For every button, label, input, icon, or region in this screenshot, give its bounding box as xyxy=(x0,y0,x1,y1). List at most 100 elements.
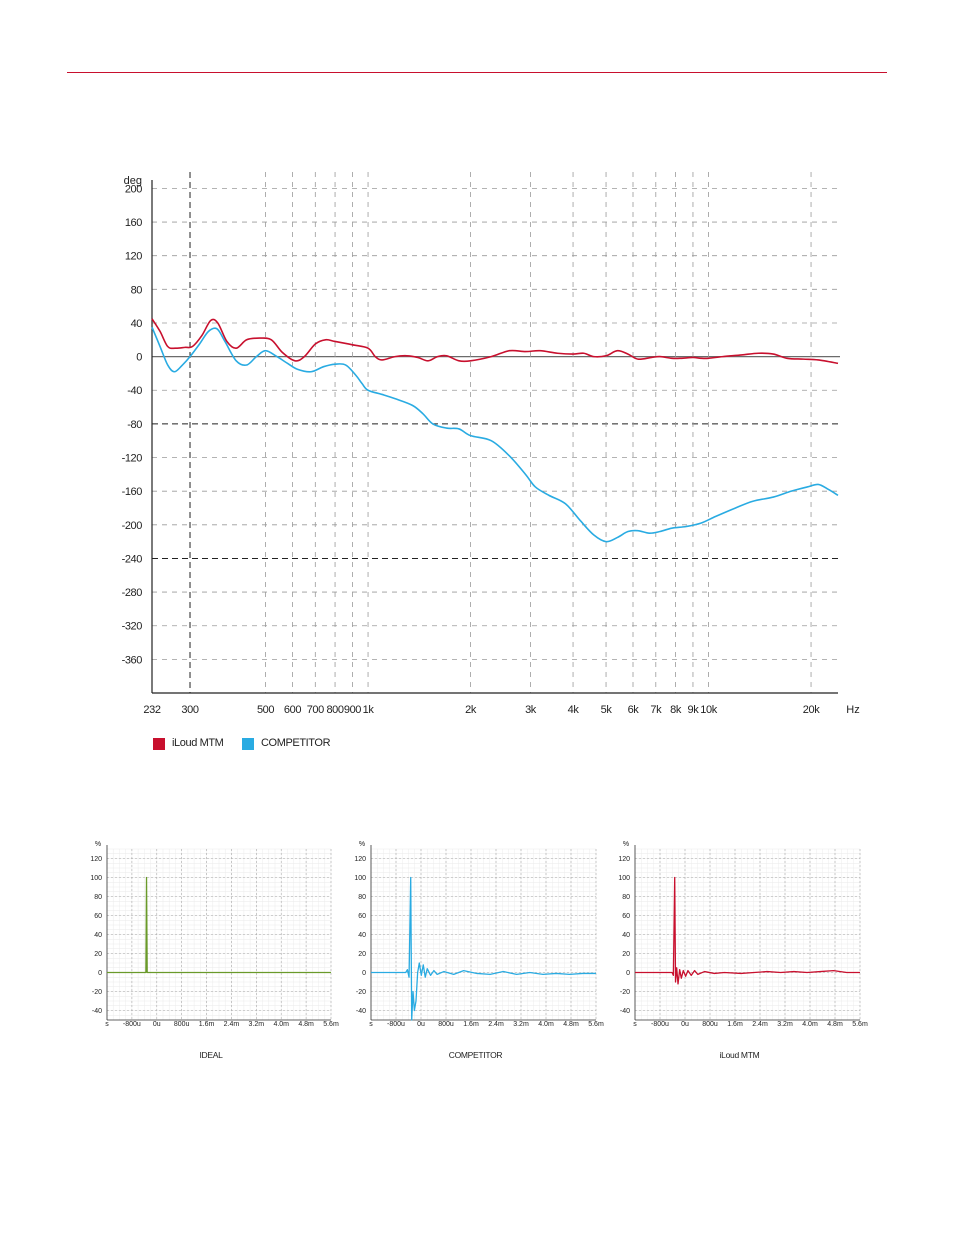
x-tick-label: 4.8m xyxy=(827,1021,843,1028)
x-tick-label: -800u xyxy=(387,1021,405,1028)
y-tick-label: -20 xyxy=(620,989,630,996)
y-tick-label: 40 xyxy=(358,932,366,939)
x-tick-label: 1.6m xyxy=(199,1021,215,1028)
y-tick-label: -280 xyxy=(122,587,143,599)
x-tick-label: 10k xyxy=(700,704,717,716)
x-tick-label: 4.8m xyxy=(563,1021,579,1028)
x-tick-label: 20k xyxy=(803,704,820,716)
y-tick-label: 0 xyxy=(136,352,142,364)
x-tick-label: 0u xyxy=(681,1021,689,1028)
y-tick-label: 40 xyxy=(94,932,102,939)
x-tick-label: 300 xyxy=(181,704,198,716)
x-tick-label: 4k xyxy=(568,704,580,716)
x-tick-label: 4.0m xyxy=(273,1021,289,1028)
y-tick-label: 120 xyxy=(618,856,630,863)
series-line-competitor xyxy=(151,326,839,543)
y-tick-label: -40 xyxy=(92,1008,102,1015)
x-tick-label: 5.6m xyxy=(323,1021,339,1028)
x-tick-label: 900 xyxy=(344,704,361,716)
y-tick-label: -20 xyxy=(356,989,366,996)
y-tick-label: -120 xyxy=(122,453,143,465)
y-tick-label: 60 xyxy=(94,913,102,920)
x-tick-label: 4.0m xyxy=(802,1021,818,1028)
x-tick-label: s xyxy=(105,1021,109,1028)
x-tick-label: 6k xyxy=(628,704,640,716)
y-unit-label: % xyxy=(623,841,629,848)
y-tick-label: 20 xyxy=(94,951,102,958)
y-tick-label: -320 xyxy=(122,621,143,633)
x-tick-label: 2.4m xyxy=(752,1021,768,1028)
y-tick-label: 0 xyxy=(98,970,102,977)
y-tick-label: 100 xyxy=(354,875,366,882)
y-tick-label: 160 xyxy=(125,217,142,229)
legend-label-competitor: COMPETITOR xyxy=(261,737,331,749)
x-tick-label: 800u xyxy=(438,1021,454,1028)
y-tick-label: -40 xyxy=(127,385,142,397)
y-tick-label: -160 xyxy=(122,486,143,498)
y-tick-label: 120 xyxy=(125,251,142,263)
y-tick-label: 80 xyxy=(622,894,630,901)
y-unit-label: deg xyxy=(124,175,142,187)
y-tick-label: 60 xyxy=(622,913,630,920)
y-tick-label: 200 xyxy=(125,183,142,195)
x-tick-label: -800u xyxy=(123,1021,141,1028)
x-tick-label: 800u xyxy=(174,1021,190,1028)
y-tick-label: -20 xyxy=(92,989,102,996)
x-tick-label: s xyxy=(369,1021,373,1028)
x-tick-label: 3.2m xyxy=(777,1021,793,1028)
y-tick-label: 0 xyxy=(626,970,630,977)
x-tick-label: 9k xyxy=(688,704,700,716)
x-tick-label: 0u xyxy=(417,1021,425,1028)
y-tick-label: -200 xyxy=(122,520,143,532)
x-tick-label: 7k xyxy=(650,704,662,716)
impulse-series-line-ideal xyxy=(107,876,331,974)
x-tick-label: 232 xyxy=(143,704,160,716)
x-tick-label: 3.2m xyxy=(513,1021,529,1028)
x-tick-label: 4.0m xyxy=(538,1021,554,1028)
y-tick-label: -40 xyxy=(620,1008,630,1015)
y-tick-label: -240 xyxy=(122,553,143,565)
legend-swatch-iloud xyxy=(153,738,165,750)
x-tick-label: 600 xyxy=(284,704,301,716)
y-tick-label: 120 xyxy=(354,856,366,863)
y-unit-label: % xyxy=(359,841,365,848)
x-tick-label: 2.4m xyxy=(488,1021,504,1028)
x-tick-label: 2.4m xyxy=(224,1021,240,1028)
x-tick-label: 4.8m xyxy=(298,1021,314,1028)
x-tick-label: 5.6m xyxy=(852,1021,868,1028)
y-tick-label: 120 xyxy=(90,856,102,863)
y-tick-label: -80 xyxy=(127,419,142,431)
x-unit-label: Hz xyxy=(846,704,859,716)
x-tick-label: 1k xyxy=(363,704,375,716)
y-tick-label: 80 xyxy=(131,284,143,296)
top-red-rule xyxy=(67,72,887,73)
y-tick-label: 20 xyxy=(358,951,366,958)
x-tick-label: 1.6m xyxy=(727,1021,743,1028)
impulse-chart-title-iloud: iLoud MTM xyxy=(720,1050,760,1060)
x-tick-label: s xyxy=(633,1021,637,1028)
y-tick-label: 80 xyxy=(94,894,102,901)
x-tick-label: 8k xyxy=(670,704,682,716)
x-tick-label: 500 xyxy=(257,704,274,716)
x-tick-label: 3k xyxy=(525,704,537,716)
y-tick-label: 40 xyxy=(131,318,143,330)
x-tick-label: 800u xyxy=(702,1021,718,1028)
x-tick-label: 800 xyxy=(326,704,343,716)
y-tick-label: 40 xyxy=(622,932,630,939)
impulse-chart-title-competitor: COMPETITOR xyxy=(449,1050,503,1060)
series-line-iloud xyxy=(151,318,839,365)
x-tick-label: 5.6m xyxy=(588,1021,604,1028)
y-tick-label: 100 xyxy=(618,875,630,882)
y-tick-label: 80 xyxy=(358,894,366,901)
phase-response-chart: 200 160 120 80 40 0 -40 -80 -120 -160 -200 -240 -280… xyxy=(122,172,860,716)
x-tick-label: -800u xyxy=(651,1021,669,1028)
y-tick-label: 100 xyxy=(90,875,102,882)
x-tick-label: 5k xyxy=(601,704,613,716)
legend-label-iloud: iLoud MTM xyxy=(172,737,224,749)
impulse-series-line-iloud xyxy=(635,876,860,985)
legend-swatch-competitor xyxy=(242,738,254,750)
y-tick-label: 20 xyxy=(622,951,630,958)
